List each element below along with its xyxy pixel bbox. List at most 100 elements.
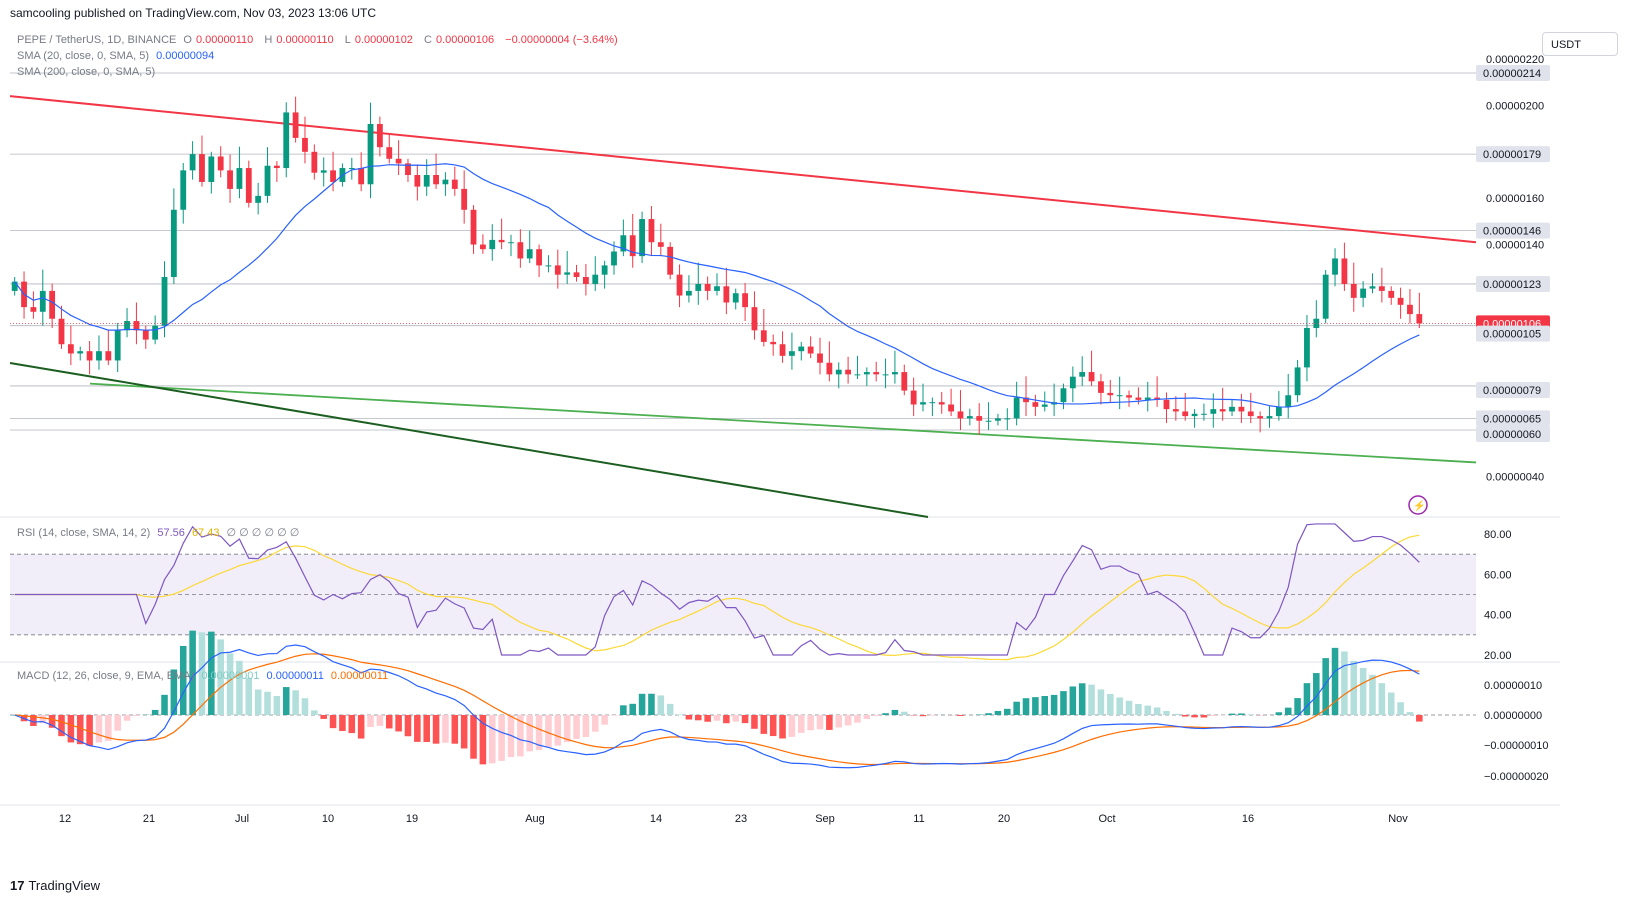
change-value: −0.00000004 (−3.64%) [505, 34, 618, 46]
candle-body [714, 286, 720, 291]
time-axis-tick: Nov [1388, 813, 1408, 825]
price-label-box [1476, 325, 1550, 342]
macd-histogram-bar [1284, 707, 1292, 715]
macd-histogram-bar [470, 715, 477, 759]
macd-histogram-bar [170, 669, 178, 715]
candle-body [236, 168, 243, 189]
candle-body [311, 151, 318, 173]
time-axis-tick: 23 [735, 813, 747, 825]
currency-button[interactable]: USDT [1542, 32, 1618, 56]
macd-histogram-bar [1022, 698, 1030, 715]
candle-body [1304, 328, 1310, 368]
ohlc-open: O 0.00000110 [183, 34, 257, 46]
macd-histogram-bar [67, 715, 75, 743]
time-axis-tick: Oct [1098, 813, 1115, 825]
candle-body [348, 168, 355, 170]
macd-histogram-bar [798, 715, 805, 733]
candle-body [245, 168, 252, 203]
candle-body [461, 188, 468, 210]
candle-body [302, 137, 308, 152]
macd-histogram-bar [1097, 689, 1105, 715]
macd-histogram-bar [105, 715, 112, 741]
macd-histogram-bar [273, 695, 281, 715]
open-value: 0.00000110 [195, 34, 254, 46]
macd-histogram-bar [1378, 683, 1386, 715]
macd-histogram-bar [844, 715, 852, 726]
candle-body [686, 290, 692, 296]
price-label: 0.00000214 [1483, 68, 1541, 80]
candle-body [1210, 409, 1217, 414]
ohlc-high: H 0.00000110 [264, 34, 337, 46]
ohlc-low: L 0.00000102 [345, 34, 417, 46]
candle-body [217, 156, 224, 171]
candle-body [863, 372, 870, 375]
macd-histogram-bar [835, 715, 843, 728]
price-label-box [1476, 65, 1550, 81]
resistance-trendline [9, 95, 1477, 244]
price-label: 0.00000065 [1483, 413, 1541, 425]
candle-body [189, 154, 196, 171]
candle-body [489, 239, 496, 250]
macd-axis-tick: −0.00000010 [1484, 740, 1549, 752]
candle-body [1266, 416, 1273, 419]
candle-body [1041, 404, 1048, 407]
candle-body [1238, 406, 1245, 412]
candle-body [264, 165, 271, 196]
candle-body [199, 154, 205, 182]
macd-histogram-bar [488, 715, 496, 764]
candle-body [30, 307, 37, 312]
candle-body [948, 404, 955, 412]
macd-histogram-bar [236, 660, 243, 715]
macd-histogram-bar [985, 713, 992, 715]
macd-histogram-bar [713, 715, 721, 721]
candle-body [498, 239, 505, 243]
candle-body [133, 321, 140, 331]
macd-histogram-bar [1387, 692, 1395, 715]
candle-body [96, 351, 102, 361]
candle-body [592, 274, 599, 284]
macd-histogram-bar [123, 715, 131, 721]
macd-histogram-bar [1004, 708, 1011, 715]
candle-body [1126, 395, 1132, 398]
candle-body [77, 351, 84, 354]
macd-histogram-bar [451, 715, 459, 744]
macd-histogram-bar [1032, 697, 1039, 715]
candle-body [1294, 367, 1301, 396]
candle-body [1182, 411, 1189, 417]
candle-body [470, 209, 477, 245]
rsi-ma-line [14, 534, 1420, 661]
candle-body [676, 274, 683, 296]
candle-body [1201, 413, 1207, 415]
candle-body [873, 372, 880, 375]
macd-histogram-bar [1069, 686, 1077, 715]
macd-histogram-bar [1088, 684, 1095, 715]
time-axis-tick: 14 [650, 813, 662, 825]
macd-histogram-bar [1041, 695, 1049, 715]
candle-body [479, 244, 486, 250]
low-value: 0.00000102 [354, 34, 413, 46]
macd-histogram-bar [760, 715, 768, 734]
candle-body [760, 330, 767, 342]
time-axis-tick: Aug [525, 813, 545, 825]
candle-body [704, 283, 711, 291]
macd-histogram-bar [58, 715, 65, 737]
macd-histogram-bar [151, 709, 159, 715]
macd-legend: MACD (12, 26, close, 9, EMA, EMA) 0.0000… [17, 670, 392, 682]
macd-axis-tick: −0.00000020 [1484, 771, 1549, 783]
candle-body [826, 362, 833, 375]
rsi-label: RSI (14, close, SMA, 14, 2) [17, 527, 151, 539]
candle-body [1219, 409, 1226, 412]
macd-histogram-bar [816, 715, 824, 730]
macd-histogram-bar [1013, 701, 1020, 715]
rsi-line [14, 523, 1420, 656]
macd-histogram-bar [526, 715, 533, 752]
macd-histogram-bar [545, 715, 552, 748]
candle-body [1191, 413, 1198, 417]
macd-histogram-bar [385, 715, 393, 729]
candle-body [1023, 397, 1029, 403]
macd-label: MACD (12, 26, close, 9, EMA, EMA) [17, 670, 195, 682]
macd-histogram-bar [367, 715, 374, 728]
macd-histogram-bar [769, 715, 777, 737]
candle-body [938, 402, 945, 405]
